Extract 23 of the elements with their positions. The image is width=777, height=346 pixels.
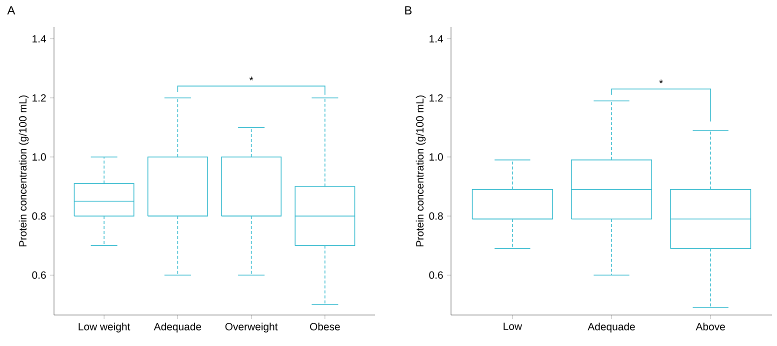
y-tick-label: 0.6: [32, 271, 46, 279]
y-axis-title: Protein concentration (g/100 mL): [416, 96, 426, 246]
y-tick-label: 0.8: [429, 212, 443, 220]
x-tick-label: Adequade: [154, 322, 202, 332]
chart-title: B: [405, 6, 412, 14]
y-tick-label: 1.0: [430, 153, 443, 161]
y-tick-label: 1.0: [32, 153, 46, 161]
annotation: *: [249, 76, 254, 80]
x-tick-label: Overweight: [225, 322, 278, 332]
x-tick-label: Low weight: [78, 322, 130, 332]
y-tick-label: 0.8: [32, 212, 46, 220]
annotation: *: [659, 80, 663, 84]
y-axis-title: Protein concentration (g/100 mL): [18, 96, 29, 246]
y-tick-label: 1.2: [32, 94, 46, 102]
x-tick-label: Obese: [310, 322, 340, 330]
y-tick-label: 1.2: [430, 94, 443, 102]
y-tick-label: 1.4: [430, 35, 444, 42]
x-tick-label: Above: [696, 322, 725, 330]
x-tick-label: Low: [504, 322, 522, 330]
y-tick-label: 1.4: [32, 35, 46, 42]
x-tick-label: Adequade: [588, 322, 635, 332]
chart-title: A: [7, 6, 16, 14]
y-tick-label: 0.6: [429, 271, 443, 279]
